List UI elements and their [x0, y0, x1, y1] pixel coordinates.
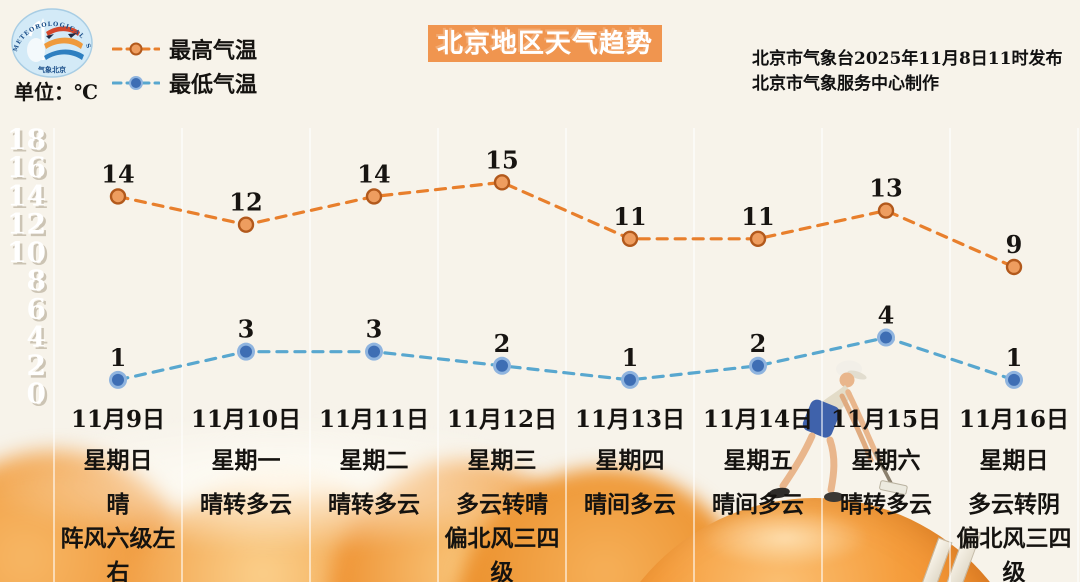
orange-highlight: [700, 508, 870, 568]
column-weather: 晴转多云: [200, 491, 292, 518]
column-date: 11月16日: [958, 406, 1069, 433]
chart-legend: 最高气温 最低气温: [112, 36, 257, 104]
unit-label: 单位：℃: [14, 80, 98, 104]
svg-text:气象北京: 气象北京: [37, 65, 66, 74]
column-date: 11月13日: [574, 406, 685, 433]
column-weather: 多云转晴 偏北风三四级: [444, 491, 560, 582]
page-title: 北京地区天气趋势: [428, 25, 662, 62]
column-date: 11月11日: [318, 406, 429, 433]
forecast-column: 11月9日星期日晴阵风六级左右: [54, 404, 182, 582]
column-date: 11月15日: [830, 406, 941, 433]
producer-line: 北京市气象服务中心制作: [752, 74, 939, 94]
beijing-met-service-logo: METEOROLOGICAL SERVICE 气象北京: [10, 6, 93, 78]
column-separator-line: [1077, 128, 1079, 582]
column-weather: 多云转阴 偏北风三四级: [956, 491, 1072, 582]
column-weekday: 星期日: [83, 447, 153, 474]
legend-label-min: 最低气温: [169, 72, 258, 98]
column-date: 11月12日: [446, 406, 557, 433]
forecast-column: 11月10日 星期一晴转多云: [182, 404, 310, 522]
column-weather: 晴阵风六级左右: [60, 491, 176, 582]
issuer-info: 北京市气象台2025年11月8日11时发布 北京市气象服务中心制作: [752, 47, 1062, 97]
legend-item-min-temp: 最低气温: [112, 70, 258, 98]
column-weekday: 星期一: [211, 447, 281, 474]
forecast-column: 11月16日 星期日多云转阴 偏北风三四级: [950, 404, 1078, 582]
column-date: 11月10日: [190, 406, 301, 433]
forecast-column: 11月11日 星期二晴转多云: [310, 404, 438, 522]
min-temp-line-swatch: [112, 76, 160, 90]
column-weather: 晴转多云: [328, 491, 420, 518]
column-date: 11月9日: [70, 406, 165, 433]
column-date: 11月14日: [702, 406, 813, 433]
forecast-column: 11月14日 星期五晴间多云: [694, 404, 822, 522]
column-weather: 晴间多云: [712, 491, 804, 518]
column-weekday: 星期六: [851, 447, 921, 474]
column-weekday: 星期四: [595, 447, 665, 474]
column-weekday: 星期日: [979, 447, 1049, 474]
column-weather: 晴间多云: [584, 491, 676, 518]
issued-line: 北京市气象台2025年11月8日11时发布: [752, 49, 1063, 69]
column-weekday: 星期五: [723, 447, 793, 474]
legend-label-max: 最高气温: [169, 38, 258, 64]
column-weekday: 星期二: [339, 447, 409, 474]
forecast-column: 11月15日 星期六晴转多云: [822, 404, 950, 522]
forecast-column: 11月13日 星期四晴间多云: [566, 404, 694, 522]
column-weekday: 星期三: [467, 447, 537, 474]
forecast-column: 11月12日 星期三多云转晴 偏北风三四级: [438, 404, 566, 582]
column-weather: 晴转多云: [840, 491, 932, 518]
max-temp-line-swatch: [112, 42, 160, 56]
column-separator-line: [53, 128, 55, 582]
bokeh-highlight: [0, 415, 575, 550]
legend-item-max-temp: 最高气温: [112, 36, 258, 64]
